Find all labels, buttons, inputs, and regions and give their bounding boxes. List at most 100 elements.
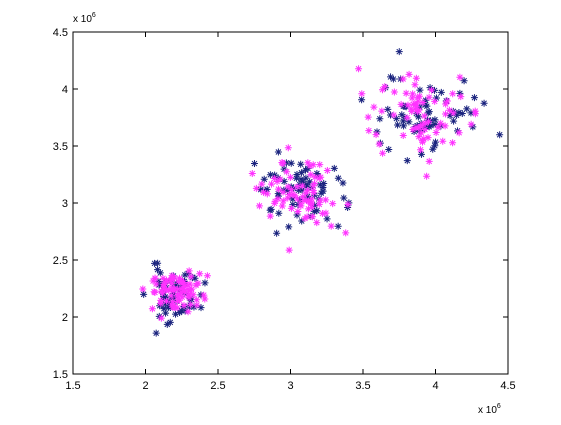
data-point bbox=[273, 229, 281, 237]
data-point bbox=[404, 101, 412, 109]
data-point bbox=[309, 182, 317, 190]
data-point bbox=[446, 112, 454, 120]
data-point bbox=[180, 279, 188, 287]
data-point bbox=[419, 99, 427, 107]
data-point bbox=[283, 187, 291, 195]
data-point bbox=[417, 146, 425, 154]
data-point bbox=[181, 271, 189, 279]
data-point bbox=[340, 194, 348, 202]
data-point bbox=[163, 297, 171, 305]
data-point bbox=[167, 292, 175, 300]
data-point bbox=[176, 308, 184, 316]
labels-layer: 1.5 2 2.5 3 3.5 4 4.5 1.5 2 2.5 3 3.5 4 4.5 bbox=[53, 27, 516, 392]
x-tick-label: 4 bbox=[432, 380, 438, 392]
data-point bbox=[250, 160, 258, 168]
x-exponent-label: x 106 bbox=[478, 403, 501, 416]
data-point bbox=[171, 304, 179, 312]
data-point bbox=[442, 100, 450, 108]
data-point bbox=[439, 137, 447, 145]
data-point bbox=[273, 177, 281, 185]
data-point bbox=[274, 148, 282, 156]
data-point bbox=[294, 207, 302, 215]
data-point bbox=[316, 181, 324, 189]
y-exponent-label: x 106 bbox=[73, 12, 96, 25]
data-point bbox=[181, 307, 189, 315]
data-point bbox=[318, 209, 326, 217]
data-point bbox=[414, 97, 422, 105]
data-point bbox=[181, 283, 189, 291]
data-point bbox=[302, 166, 310, 174]
data-point bbox=[156, 302, 164, 310]
data-point bbox=[287, 159, 295, 167]
data-point bbox=[260, 175, 268, 183]
data-point bbox=[423, 172, 431, 180]
data-point bbox=[496, 131, 504, 139]
data-point bbox=[270, 175, 278, 183]
data-point bbox=[431, 97, 439, 105]
data-point bbox=[274, 195, 282, 203]
data-point bbox=[412, 123, 420, 131]
data-point bbox=[301, 214, 309, 222]
data-point bbox=[287, 204, 295, 212]
plot-frame bbox=[72, 31, 509, 375]
data-point bbox=[323, 166, 331, 174]
data-point bbox=[432, 129, 440, 137]
data-point bbox=[167, 286, 175, 294]
data-point bbox=[185, 267, 193, 275]
data-point bbox=[432, 94, 440, 102]
data-point bbox=[327, 222, 335, 230]
data-point bbox=[159, 283, 167, 291]
data-point bbox=[306, 178, 314, 186]
data-point bbox=[411, 105, 419, 113]
data-point bbox=[178, 293, 186, 301]
data-point bbox=[188, 273, 196, 281]
data-point bbox=[176, 290, 184, 298]
data-point bbox=[311, 191, 319, 199]
data-point bbox=[308, 195, 316, 203]
data-point bbox=[299, 193, 307, 201]
data-point bbox=[355, 65, 363, 73]
data-point bbox=[428, 86, 436, 94]
data-point bbox=[415, 92, 423, 100]
data-point bbox=[443, 97, 451, 105]
data-point bbox=[309, 161, 317, 169]
data-point bbox=[190, 303, 198, 311]
data-point bbox=[154, 259, 162, 267]
x-exponent-power: 6 bbox=[497, 403, 501, 410]
data-point bbox=[410, 128, 418, 136]
data-point bbox=[421, 125, 429, 133]
data-point bbox=[191, 274, 199, 282]
data-point bbox=[313, 219, 321, 227]
data-point bbox=[285, 223, 293, 231]
data-point bbox=[469, 123, 477, 131]
data-point bbox=[424, 134, 432, 142]
data-point bbox=[415, 133, 423, 141]
data-point bbox=[458, 110, 466, 118]
data-point bbox=[315, 200, 323, 208]
data-point bbox=[271, 199, 279, 207]
data-point bbox=[172, 310, 180, 318]
data-point bbox=[381, 83, 389, 91]
data-point bbox=[258, 180, 266, 188]
data-point bbox=[180, 288, 188, 296]
data-point bbox=[397, 100, 405, 108]
data-point bbox=[445, 106, 453, 114]
data-point bbox=[375, 140, 383, 148]
data-point bbox=[274, 190, 282, 198]
data-point bbox=[302, 189, 310, 197]
data-point bbox=[334, 174, 342, 182]
data-point bbox=[319, 183, 327, 191]
data-point bbox=[165, 303, 173, 311]
data-point bbox=[304, 192, 312, 200]
data-point bbox=[193, 301, 201, 309]
data-point bbox=[152, 280, 160, 288]
data-point bbox=[280, 177, 288, 185]
data-point bbox=[174, 291, 182, 299]
data-point bbox=[157, 314, 165, 322]
data-point bbox=[162, 309, 170, 317]
data-point bbox=[378, 86, 386, 94]
data-point bbox=[385, 145, 393, 153]
data-point bbox=[387, 73, 395, 81]
data-point bbox=[480, 99, 488, 107]
data-point bbox=[431, 120, 439, 128]
